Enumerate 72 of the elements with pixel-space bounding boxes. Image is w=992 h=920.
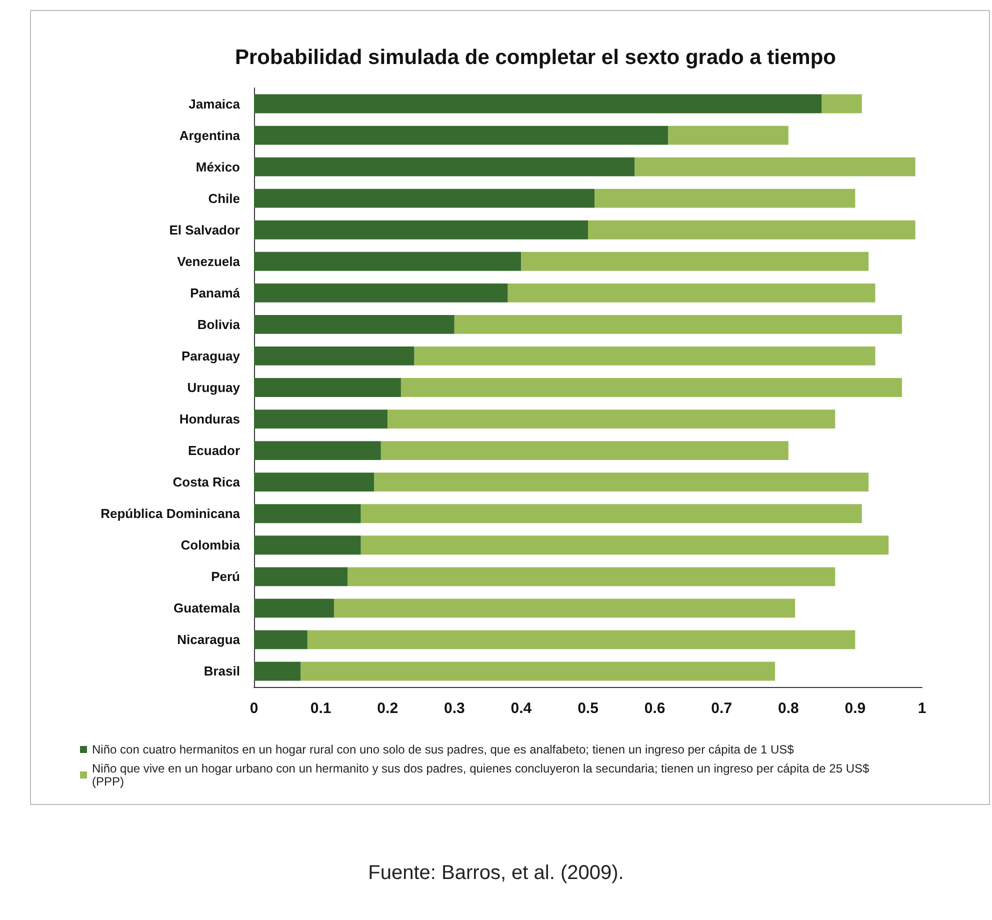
bar [360, 536, 889, 555]
x-tick-label: 0.6 [644, 700, 666, 717]
bar [454, 314, 902, 334]
x-tick-label: 0.2 [377, 700, 398, 717]
bar [668, 126, 788, 145]
y-tick-label: Honduras [179, 412, 240, 427]
bar [388, 410, 836, 428]
bar [254, 441, 381, 460]
legend-label: Niño con cuatro hermanitos en un hogar rural con uno solo de sus padres, que es analfabeto; tienen un ingreso per cápita de 1 US$ [92, 742, 794, 756]
x-tick-label: 0 [250, 700, 258, 717]
legend-label: Niño que vive en un hogar urbano con un hermanito y sus dos padres, quienes concluyeron la secundaria; tienen un ingreso per cápita de 25 US$ (PPP) [92, 762, 873, 788]
y-tick-label: Bolivia [197, 316, 241, 332]
bar [254, 378, 401, 397]
bar [254, 157, 635, 176]
bar [254, 314, 454, 334]
bar [254, 598, 334, 618]
bar [254, 126, 668, 145]
y-tick-label: Argentina [179, 128, 241, 143]
y-tick-label: Nicaragua [177, 632, 241, 648]
bar [254, 220, 588, 240]
chart-title: Probabilidad simulada de completar el sexto grado a tiempo [235, 46, 836, 69]
bar [254, 536, 361, 555]
bar [414, 346, 876, 366]
bar [594, 188, 856, 208]
bar [254, 283, 508, 302]
y-tick-label: Colombia [180, 538, 241, 553]
y-tick-label: Venezuela [177, 254, 241, 269]
y-tick-label: Brasil [204, 664, 240, 679]
bar [254, 346, 414, 366]
y-tick-label: Guatemala [174, 600, 241, 616]
bar [254, 252, 522, 271]
bar [400, 378, 902, 397]
x-tick-label: 0.9 [844, 700, 866, 717]
y-tick-label: Ecuador [188, 443, 240, 458]
bar [348, 567, 836, 586]
bar [307, 630, 856, 650]
y-tick-label: Panamá [190, 285, 241, 300]
bar [822, 94, 862, 114]
x-tick-label: 0.7 [711, 700, 732, 717]
bar [521, 252, 869, 271]
y-tick-label: Chile [208, 190, 240, 206]
y-tick-label: Jamaica [188, 96, 241, 112]
bar [254, 630, 308, 650]
y-tick-label: República Dominicana [100, 506, 241, 522]
bar [254, 94, 822, 114]
y-tick-label: Costa Rica [172, 474, 241, 490]
x-tick-label: 0.4 [510, 700, 532, 717]
bar [254, 410, 388, 428]
y-tick-label: Uruguay [187, 380, 241, 395]
x-tick-label: 0.3 [444, 700, 465, 717]
bar [254, 188, 595, 208]
bar [254, 504, 361, 524]
bar [254, 472, 374, 492]
bar [634, 157, 916, 176]
x-tick-label: 1 [918, 700, 926, 717]
bar [374, 472, 869, 492]
y-tick-label: México [196, 159, 240, 174]
bar [508, 283, 876, 302]
x-tick-label: 0.8 [778, 700, 799, 717]
bar [300, 662, 776, 681]
bar [254, 662, 301, 681]
y-tick-label: Paraguay [181, 348, 241, 364]
bar [380, 441, 788, 460]
source-note: Fuente: Barros, et al. (2009). [367, 862, 625, 885]
bar [334, 598, 796, 618]
x-tick-label: 0.1 [310, 700, 332, 717]
bar [588, 220, 916, 240]
x-tick-label: 0.5 [578, 700, 598, 717]
y-tick-label: Perú [211, 569, 240, 584]
bar [360, 504, 862, 524]
y-tick-label: El Salvador [169, 222, 240, 238]
bar [254, 567, 348, 586]
